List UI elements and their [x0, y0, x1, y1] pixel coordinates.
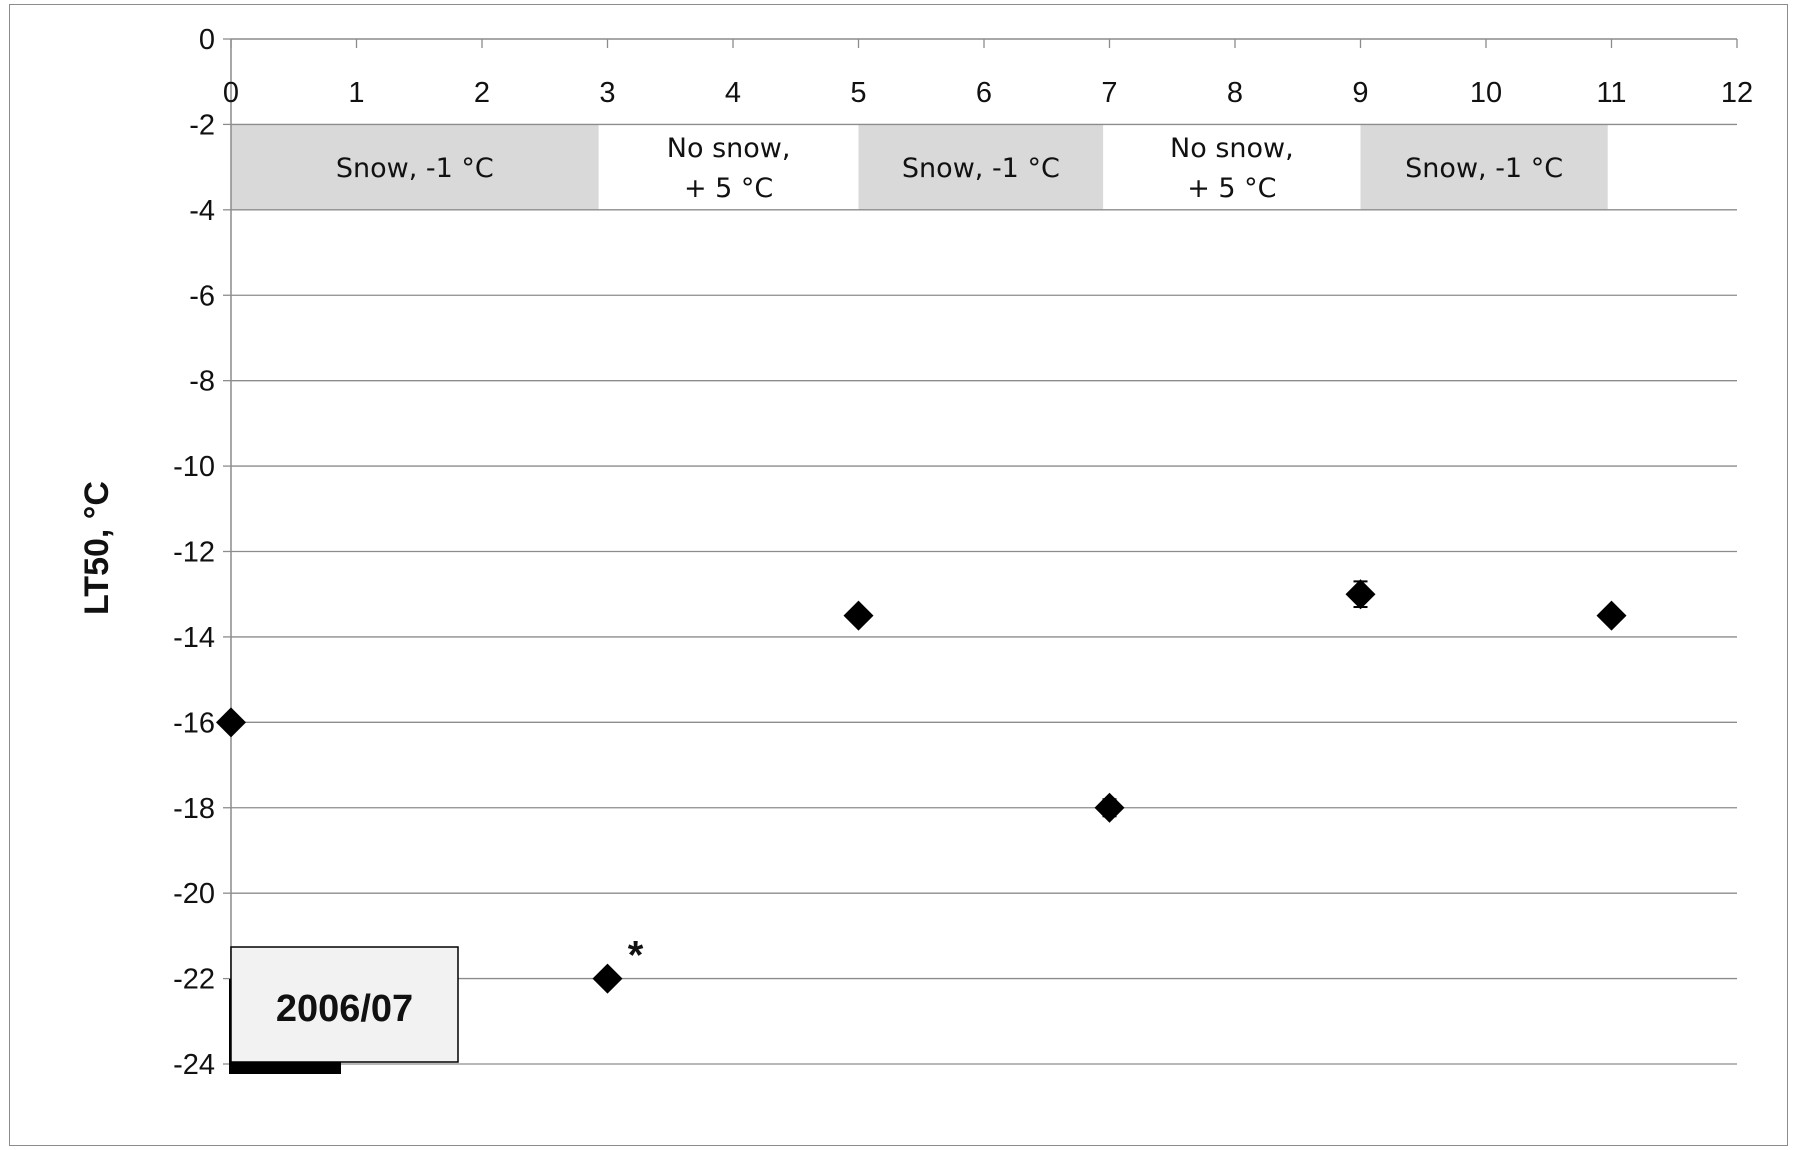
y-tick-label--10: -10 — [173, 451, 215, 483]
band-label-1-1: + 5 °C — [684, 173, 773, 204]
y-tick-label--12: -12 — [173, 537, 215, 569]
y-tick-label--4: -4 — [189, 195, 215, 227]
band-label-3-1: + 5 °C — [1187, 173, 1276, 204]
band-1 — [598, 124, 859, 210]
note-box — [230, 946, 459, 1063]
band-label-0-0: Snow, -1 °C — [336, 153, 494, 184]
band-label-1-0: No snow, — [667, 133, 791, 164]
x-tick-label-1: 1 — [348, 77, 364, 109]
y-tick-label-0: 0 — [199, 24, 215, 56]
x-tick-label-9: 9 — [1352, 77, 1368, 109]
x-tick-label-6: 6 — [976, 77, 992, 109]
y-tick-label--6: -6 — [189, 280, 215, 312]
annotations: * 2006/07 — [229, 934, 644, 1074]
data-points — [216, 579, 1627, 994]
significance-marker: * — [628, 934, 644, 978]
band-3 — [1103, 124, 1361, 210]
data-point-4 — [1345, 579, 1376, 610]
y-axis-label: LT50, °C — [78, 481, 116, 615]
gridlines — [231, 123, 1737, 1065]
y-tick-label--14: -14 — [173, 622, 215, 654]
chart-frame — [9, 4, 1788, 1146]
y-tick-label--2: -2 — [189, 109, 215, 141]
x-tick-label-3: 3 — [599, 77, 615, 109]
x-tick-label-4: 4 — [725, 77, 741, 109]
band-2 — [858, 124, 1104, 210]
data-point-2 — [843, 600, 874, 631]
band-4 — [1360, 124, 1608, 210]
data-point-1 — [592, 963, 623, 994]
y-tick-label--8: -8 — [189, 366, 215, 398]
y-tick-label--22: -22 — [173, 964, 215, 996]
season-label: 2006/07 — [276, 988, 413, 1030]
x-tick-label-0: 0 — [223, 77, 239, 109]
band-label-4-0: Snow, -1 °C — [1405, 153, 1563, 184]
x-tick-label-10: 10 — [1470, 77, 1502, 109]
x-tick-label-2: 2 — [474, 77, 490, 109]
y-tick-label--24: -24 — [173, 1049, 215, 1081]
y-tick-label--20: -20 — [173, 878, 215, 910]
y-tick-label--16: -16 — [173, 707, 215, 739]
x-tick-label-8: 8 — [1227, 77, 1243, 109]
treatment-bands: Snow, -1 °C No snow, + 5 °C Snow, -1 °C No s… — [231, 124, 1608, 210]
data-point-0 — [216, 707, 246, 738]
band-0 — [231, 124, 599, 210]
y-tick-label--18: -18 — [173, 793, 215, 825]
x-tick-label-5: 5 — [850, 77, 866, 109]
axes: 0-2-4-6-8-10-12-14-16-18-20-22-240 1 2 3 4 5 6… — [173, 24, 1753, 1081]
data-point-5 — [1596, 600, 1627, 631]
data-point-3 — [1094, 792, 1125, 823]
x-tick-label-12: 12 — [1721, 77, 1753, 109]
band-label-3-0: No snow, — [1170, 133, 1294, 164]
x-tick-label-7: 7 — [1101, 77, 1117, 109]
band-label-2-0: Snow, -1 °C — [902, 153, 1060, 184]
x-tick-label-11: 11 — [1596, 77, 1626, 109]
